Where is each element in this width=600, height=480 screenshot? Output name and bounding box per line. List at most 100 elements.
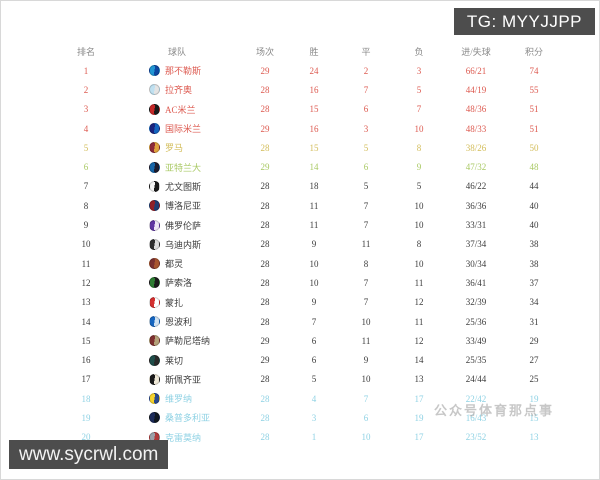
team-logo-icon xyxy=(149,393,160,405)
team-logo-icon xyxy=(149,373,160,385)
team-logo-icon xyxy=(149,219,160,231)
team-logo-icon xyxy=(149,316,160,327)
losses-cell: 12 xyxy=(414,335,424,346)
draws-cell: 7 xyxy=(363,393,369,404)
table-row: 18 维罗纳 28 4 7 17 22/42 19 xyxy=(56,389,576,408)
wins-cell: 18 xyxy=(309,181,319,192)
points-cell: 55 xyxy=(529,84,539,95)
goals-cell: 47/32 xyxy=(465,162,487,173)
team-cell: 尤文图斯 xyxy=(116,180,241,193)
wins-cell: 6 xyxy=(311,335,317,346)
rank-cell: 16 xyxy=(81,355,91,366)
losses-cell: 8 xyxy=(416,142,422,153)
team-cell: AC米兰 xyxy=(116,103,241,116)
draws-cell: 7 xyxy=(363,297,369,308)
table-header-row: 排名 球队 场次 胜 平 负 进/失球 积分 xyxy=(56,41,576,61)
team-cell: 恩波利 xyxy=(116,315,241,328)
header-rank: 排名 xyxy=(76,46,95,57)
played-cell: 28 xyxy=(260,393,270,404)
points-cell: 74 xyxy=(529,65,539,76)
wins-cell: 10 xyxy=(309,258,319,269)
wins-cell: 3 xyxy=(311,412,317,423)
draws-cell: 9 xyxy=(363,355,369,366)
team-name: AC米兰 xyxy=(165,104,196,115)
draws-cell: 5 xyxy=(363,142,369,153)
points-cell: 29 xyxy=(529,335,539,346)
team-logo-icon xyxy=(149,354,160,366)
team-logo-icon xyxy=(149,277,160,289)
wins-cell: 10 xyxy=(309,277,319,288)
draws-cell: 11 xyxy=(361,335,371,346)
goals-cell: 23/52 xyxy=(465,432,487,443)
team-logo-icon xyxy=(149,84,160,96)
team-name: 恩波利 xyxy=(165,317,193,327)
table-row: 19 桑普多利亚 28 3 6 19 16/43 15 xyxy=(56,408,576,427)
table-row: 16 莱切 29 6 9 14 25/35 27 xyxy=(56,350,576,369)
draws-cell: 11 xyxy=(361,239,371,250)
team-logo-icon xyxy=(149,238,160,250)
points-cell: 19 xyxy=(529,393,539,404)
points-cell: 40 xyxy=(529,200,539,211)
team-logo-icon xyxy=(149,65,160,77)
table-row: 6 亚特兰大 29 14 6 9 47/32 48 xyxy=(56,157,576,176)
team-logo-icon xyxy=(149,161,160,173)
team-cell: 乌迪内斯 xyxy=(116,238,241,251)
played-cell: 29 xyxy=(260,65,270,76)
goals-cell: 33/49 xyxy=(465,335,487,346)
goals-cell: 22/42 xyxy=(465,393,487,404)
played-cell: 29 xyxy=(260,123,270,134)
draws-cell: 3 xyxy=(363,123,369,134)
points-cell: 25 xyxy=(529,374,539,385)
played-cell: 28 xyxy=(260,258,270,269)
losses-cell: 19 xyxy=(414,412,424,423)
team-name: 克雷莫纳 xyxy=(165,432,202,443)
header-wins: 胜 xyxy=(309,46,319,57)
goals-cell: 36/41 xyxy=(465,277,487,288)
table-row: 11 都灵 28 10 8 10 30/34 38 xyxy=(56,254,576,273)
rank-cell: 6 xyxy=(83,162,89,173)
played-cell: 28 xyxy=(260,84,270,95)
wins-cell: 16 xyxy=(309,84,319,95)
losses-cell: 12 xyxy=(414,297,424,308)
wins-cell: 4 xyxy=(311,393,317,404)
played-cell: 28 xyxy=(260,432,270,443)
losses-cell: 5 xyxy=(416,181,422,192)
rank-cell: 12 xyxy=(81,277,91,288)
header-goals: 进/失球 xyxy=(461,46,491,57)
table-row: 9 佛罗伦萨 28 11 7 10 33/31 40 xyxy=(56,215,576,234)
site-url-badge: www.sycrwl.com xyxy=(9,440,169,469)
goals-cell: 33/31 xyxy=(465,220,487,231)
header-losses: 负 xyxy=(414,46,424,57)
played-cell: 29 xyxy=(260,355,270,366)
wins-cell: 5 xyxy=(311,374,317,385)
team-logo-icon xyxy=(149,296,160,308)
goals-cell: 25/36 xyxy=(465,316,487,327)
table-row: 5 罗马 28 15 5 8 38/26 50 xyxy=(56,138,576,157)
table-row: 1 那不勒斯 29 24 2 3 66/21 74 xyxy=(56,61,576,80)
rank-cell: 7 xyxy=(83,181,89,192)
rank-cell: 10 xyxy=(81,239,91,250)
played-cell: 28 xyxy=(260,374,270,385)
header-draws: 平 xyxy=(361,46,371,57)
team-cell: 维罗纳 xyxy=(116,392,241,405)
team-name: 萨勒尼塔纳 xyxy=(165,336,211,347)
team-name: 亚特兰大 xyxy=(165,162,202,173)
played-cell: 28 xyxy=(260,181,270,192)
team-name: 桑普多利亚 xyxy=(165,413,211,424)
team-cell: 佛罗伦萨 xyxy=(116,219,241,232)
team-cell: 萨勒尼塔纳 xyxy=(116,334,241,347)
rank-cell: 8 xyxy=(83,200,89,211)
league-standings-table: 排名 球队 场次 胜 平 负 进/失球 积分 1 那不勒斯 29 24 2 3 … xyxy=(56,41,576,447)
wins-cell: 11 xyxy=(309,220,319,231)
draws-cell: 7 xyxy=(363,220,369,231)
team-name: 拉齐奥 xyxy=(165,85,193,96)
losses-cell: 7 xyxy=(416,104,422,115)
draws-cell: 2 xyxy=(363,65,369,76)
losses-cell: 10 xyxy=(414,200,424,211)
losses-cell: 3 xyxy=(416,65,422,76)
team-name: 罗马 xyxy=(165,143,184,154)
losses-cell: 10 xyxy=(414,123,424,134)
team-cell: 国际米兰 xyxy=(116,122,241,135)
losses-cell: 5 xyxy=(416,84,422,95)
